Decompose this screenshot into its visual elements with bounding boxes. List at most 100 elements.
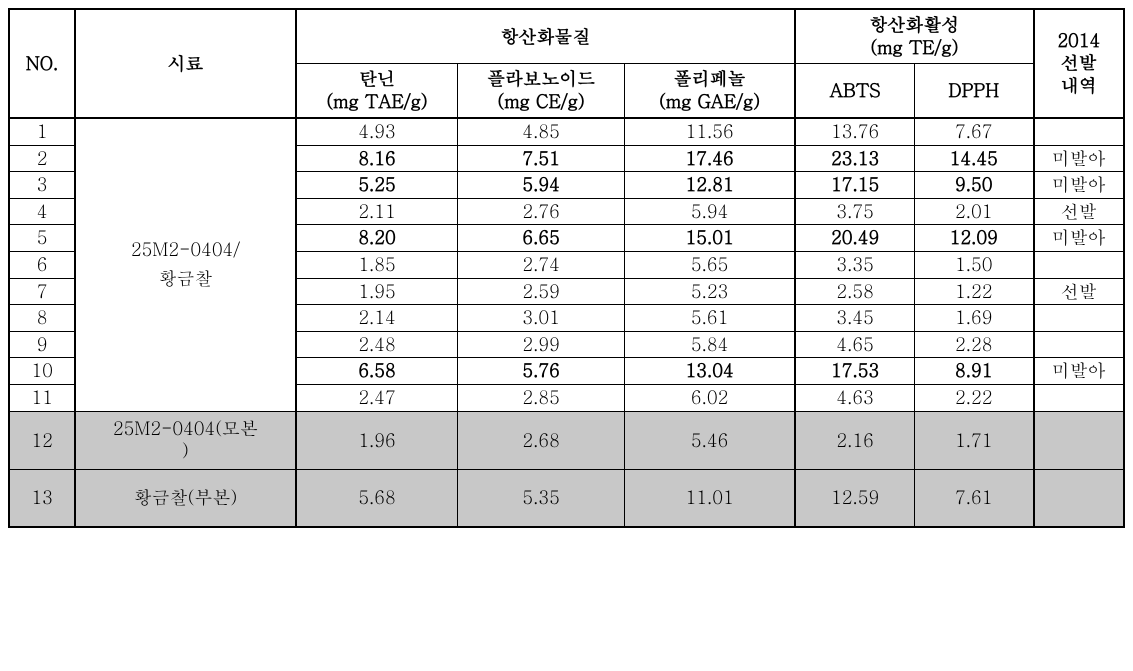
cell-tannin: 6.58	[296, 358, 458, 385]
siryo-group-top: 25M2-0404/	[131, 237, 240, 262]
cell-polyphenol: 17.46	[624, 145, 795, 172]
cell-no: 5	[9, 225, 75, 252]
cell-polyphenol: 5.94	[624, 198, 795, 225]
colgroup-antiox-substance: 항산화물질	[296, 9, 796, 64]
cell-sel: 미발아	[1034, 358, 1124, 385]
cell-polyphenol: 5.23	[624, 278, 795, 305]
cell-tannin: 1.96	[296, 411, 458, 469]
cell-dpph: 1.69	[914, 305, 1033, 332]
tannin-top: 탄닌	[359, 66, 395, 91]
col-flavonoid: 플라보노이드 (mg CE/g)	[458, 64, 625, 119]
cell-abts: 3.75	[795, 198, 914, 225]
cell-polyphenol: 5.65	[624, 251, 795, 278]
col-dpph: DPPH	[914, 64, 1033, 119]
cell-sel: 미발아	[1034, 172, 1124, 199]
cell-abts: 2.58	[795, 278, 914, 305]
cell-polyphenol: 12.81	[624, 172, 795, 199]
cell-dpph: 2.28	[914, 331, 1033, 358]
siryo-top: 25M2-0404(모본	[113, 416, 258, 441]
col-polyphenol: 폴리페놀 (mg GAE/g)	[624, 64, 795, 119]
cell-dpph: 1.50	[914, 251, 1033, 278]
cell-no: 2	[9, 145, 75, 172]
cell-no: 1	[9, 118, 75, 145]
cell-dpph: 8.91	[914, 358, 1033, 385]
cell-sel	[1034, 331, 1124, 358]
cell-sel	[1034, 469, 1124, 527]
siryo-bot: )	[182, 438, 189, 463]
table-header: NO. 시료 항산화물질 항산화활성 (mg TE/g) 2014 선발 내역 …	[9, 9, 1124, 118]
cell-dpph: 2.22	[914, 384, 1033, 411]
colgroup-antiox-activity: 항산화활성 (mg TE/g)	[795, 9, 1033, 64]
cell-tannin: 2.11	[296, 198, 458, 225]
siryo-group-bot: 황금찰	[158, 266, 212, 291]
flav-top: 플라보노이드	[487, 66, 595, 91]
flav-bot: (mg CE/g)	[497, 89, 584, 114]
cell-tannin: 8.16	[296, 145, 458, 172]
cell-tannin: 2.14	[296, 305, 458, 332]
cell-polyphenol: 5.61	[624, 305, 795, 332]
antiox-act-top: 항산화활성	[869, 12, 959, 37]
cell-no: 4	[9, 198, 75, 225]
cell-polyphenol: 13.04	[624, 358, 795, 385]
cell-polyphenol: 5.84	[624, 331, 795, 358]
cell-sel	[1034, 305, 1124, 332]
cell-abts: 4.65	[795, 331, 914, 358]
cell-flavonoid: 2.85	[458, 384, 625, 411]
cell-abts: 4.63	[795, 384, 914, 411]
cell-tannin: 2.47	[296, 384, 458, 411]
cell-flavonoid: 3.01	[458, 305, 625, 332]
cell-dpph: 1.22	[914, 278, 1033, 305]
cell-abts: 12.59	[795, 469, 914, 527]
table-row: 13 황금찰(부본) 5.68 5.35 11.01 12.59 7.61	[9, 469, 1124, 527]
cell-flavonoid: 6.65	[458, 225, 625, 252]
col-no: NO.	[9, 9, 75, 118]
cell-sel	[1034, 118, 1124, 145]
cell-sel: 선발	[1034, 278, 1124, 305]
y2014-c: 내역	[1061, 73, 1097, 98]
antiox-act-bot: (mg TE/g)	[870, 35, 958, 60]
cell-abts: 23.13	[795, 145, 914, 172]
cell-dpph: 2.01	[914, 198, 1033, 225]
table-row: 125M2-0404/황금찰4.934.8511.5613.767.67	[9, 118, 1124, 145]
tannin-bot: (mg TAE/g)	[326, 89, 427, 114]
col-tannin: 탄닌 (mg TAE/g)	[296, 64, 458, 119]
cell-flavonoid: 5.94	[458, 172, 625, 199]
cell-abts: 2.16	[795, 411, 914, 469]
col-abts: ABTS	[795, 64, 914, 119]
cell-dpph: 7.67	[914, 118, 1033, 145]
cell-no: 3	[9, 172, 75, 199]
cell-sel: 선발	[1034, 198, 1124, 225]
cell-flavonoid: 2.68	[458, 411, 625, 469]
cell-no: 9	[9, 331, 75, 358]
poly-top: 폴리페놀	[674, 66, 746, 91]
cell-tannin: 1.95	[296, 278, 458, 305]
cell-tannin: 1.85	[296, 251, 458, 278]
antioxidant-table: NO. 시료 항산화물질 항산화활성 (mg TE/g) 2014 선발 내역 …	[8, 8, 1125, 528]
cell-siryo-group: 25M2-0404/황금찰	[75, 118, 296, 411]
cell-polyphenol: 15.01	[624, 225, 795, 252]
cell-flavonoid: 2.99	[458, 331, 625, 358]
cell-abts: 17.53	[795, 358, 914, 385]
cell-tannin: 4.93	[296, 118, 458, 145]
col-2014: 2014 선발 내역	[1034, 9, 1124, 118]
cell-siryo: 황금찰(부본)	[75, 469, 296, 527]
y2014-a: 2014	[1057, 28, 1100, 53]
cell-tannin: 5.25	[296, 172, 458, 199]
cell-flavonoid: 5.76	[458, 358, 625, 385]
cell-abts: 17.15	[795, 172, 914, 199]
cell-flavonoid: 2.59	[458, 278, 625, 305]
cell-no: 6	[9, 251, 75, 278]
cell-polyphenol: 5.46	[624, 411, 795, 469]
cell-abts: 13.76	[795, 118, 914, 145]
cell-sel	[1034, 251, 1124, 278]
cell-sel	[1034, 411, 1124, 469]
table-footer-rows: 12 25M2-0404(모본 ) 1.96 2.68 5.46 2.16 1.…	[9, 411, 1124, 527]
table-body: 125M2-0404/황금찰4.934.8511.5613.767.672 8.1…	[9, 118, 1124, 411]
cell-dpph: 9.50	[914, 172, 1033, 199]
cell-tannin: 2.48	[296, 331, 458, 358]
cell-polyphenol: 6.02	[624, 384, 795, 411]
cell-dpph: 7.61	[914, 469, 1033, 527]
cell-flavonoid: 2.74	[458, 251, 625, 278]
cell-flavonoid: 5.35	[458, 469, 625, 527]
cell-sel: 미발아	[1034, 145, 1124, 172]
